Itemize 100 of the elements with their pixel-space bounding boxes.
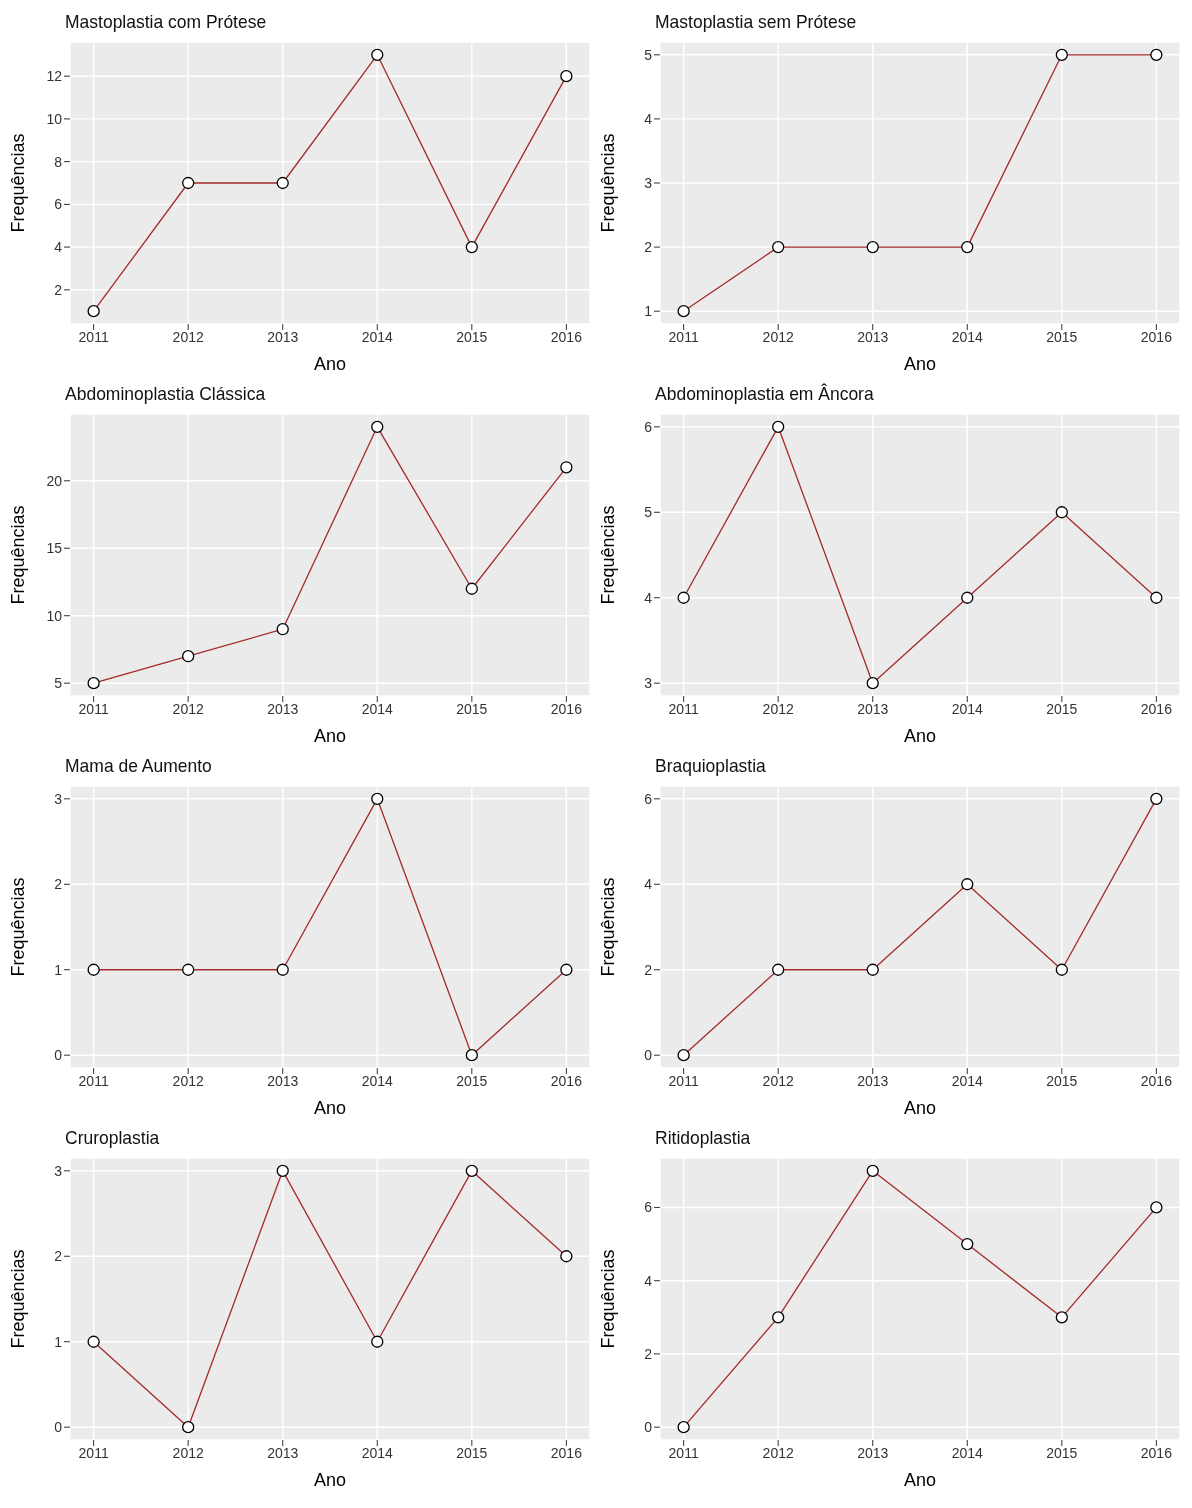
x-tick-label: 2015: [1046, 1444, 1078, 1461]
y-tick-label: 0: [54, 1047, 63, 1064]
x-tick-label: 2015: [456, 1444, 488, 1461]
x-axis-title: Ano: [903, 1470, 937, 1490]
x-tick-label: 2013: [267, 700, 299, 717]
x-tick-label: 2016: [550, 700, 583, 717]
chart-title: Ritidoplastia: [654, 1126, 752, 1150]
y-tick-label: 3: [54, 1162, 63, 1179]
y-tick-label: 2: [54, 876, 63, 893]
chart-title: Abdominoplastia Clássica: [64, 382, 267, 406]
y-axis-title: Frequências: [8, 877, 29, 977]
y-axis-title: Frequências: [598, 877, 619, 977]
x-tick-label: 2016: [550, 1072, 583, 1089]
y-axis-title: Frequências: [8, 1249, 29, 1349]
x-tick-label: 2012: [172, 1072, 204, 1089]
y-tick-label: 6: [644, 790, 653, 807]
x-tick-label: 2011: [78, 1072, 109, 1089]
x-tick-label: 2013: [267, 1072, 299, 1089]
x-tick-label: 2013: [857, 328, 889, 345]
x-tick-label: 2016: [1140, 1072, 1173, 1089]
y-tick-label: 5: [644, 504, 653, 521]
y-tick-label: 1: [644, 303, 653, 320]
y-tick-label: 8: [54, 153, 63, 170]
y-tick-label: 0: [644, 1047, 653, 1064]
x-tick-label: 2011: [78, 1444, 109, 1461]
x-tick-label: 2013: [267, 328, 299, 345]
y-tick-label: 6: [644, 418, 653, 435]
x-tick-label: 2014: [951, 328, 984, 345]
x-axis-title: Ano: [903, 726, 937, 746]
x-tick-label: 2012: [172, 700, 204, 717]
x-tick-label: 2011: [78, 700, 109, 717]
x-axis-title: Ano: [903, 1098, 937, 1118]
x-tick-label: 2016: [1140, 700, 1173, 717]
x-tick-label: 2016: [550, 1444, 583, 1461]
x-tick-label: 2014: [951, 1072, 984, 1089]
y-tick-label: 5: [54, 675, 63, 692]
chart-title: Braquioplastia: [654, 754, 767, 778]
y-tick-label: 0: [644, 1419, 653, 1436]
y-axis-title: Frequências: [8, 133, 29, 233]
y-tick-label: 0: [54, 1419, 63, 1436]
x-tick-label: 2015: [456, 328, 488, 345]
y-tick-label: 10: [46, 110, 63, 127]
y-tick-label: 1: [54, 1333, 63, 1350]
x-tick-label: 2011: [668, 700, 699, 717]
x-tick-label: 2011: [78, 328, 109, 345]
x-axis-title: Ano: [313, 726, 347, 746]
y-tick-label: 2: [644, 239, 653, 256]
y-tick-label: 3: [54, 790, 63, 807]
y-tick-label: 12: [46, 68, 63, 85]
x-tick-label: 2013: [857, 1072, 889, 1089]
x-tick-label: 2012: [762, 1072, 794, 1089]
y-axis-title: Frequências: [8, 505, 29, 605]
x-tick-label: 2011: [668, 1072, 699, 1089]
y-axis-title: Frequências: [598, 505, 619, 605]
x-tick-label: 2014: [951, 700, 984, 717]
x-tick-label: 2015: [1046, 1072, 1078, 1089]
y-tick-label: 20: [46, 472, 63, 489]
y-tick-label: 6: [644, 1199, 653, 1216]
y-tick-label: 4: [644, 876, 653, 893]
y-tick-label: 4: [54, 239, 63, 256]
y-tick-label: 2: [54, 1248, 63, 1265]
y-tick-label: 15: [46, 540, 63, 557]
y-axis-title: Frequências: [598, 1249, 619, 1349]
x-axis-title: Ano: [903, 354, 937, 374]
y-tick-label: 2: [644, 1345, 653, 1362]
y-tick-label: 4: [644, 1272, 653, 1289]
chart-title: Abdominoplastia em Âncora: [654, 382, 875, 406]
chart-title: Mastoplastia com Prótese: [64, 10, 268, 34]
y-tick-label: 4: [644, 589, 653, 606]
x-tick-label: 2011: [668, 1444, 699, 1461]
x-tick-label: 2013: [267, 1444, 299, 1461]
y-tick-label: 5: [644, 46, 653, 63]
y-tick-label: 10: [46, 607, 63, 624]
y-axis-title: Frequências: [598, 133, 619, 233]
x-tick-label: 2012: [762, 1444, 794, 1461]
x-axis-title: Ano: [313, 1470, 347, 1490]
x-tick-label: 2013: [857, 1444, 889, 1461]
x-tick-label: 2014: [951, 1444, 984, 1461]
x-tick-label: 2014: [361, 1444, 394, 1461]
y-tick-label: 4: [644, 110, 653, 127]
x-tick-label: 2015: [456, 700, 488, 717]
y-tick-label: 1: [54, 961, 63, 978]
x-tick-label: 2016: [550, 328, 583, 345]
x-tick-label: 2012: [762, 700, 794, 717]
x-tick-label: 2013: [857, 700, 889, 717]
x-axis-title: Ano: [313, 354, 347, 374]
x-axis-title: Ano: [313, 1098, 347, 1118]
x-tick-label: 2015: [1046, 700, 1078, 717]
x-tick-label: 2012: [172, 328, 204, 345]
x-tick-label: 2016: [1140, 1444, 1173, 1461]
chart-title: Mama de Aumento: [64, 754, 213, 778]
x-tick-label: 2015: [456, 1072, 488, 1089]
x-tick-label: 2014: [361, 700, 394, 717]
y-tick-label: 6: [54, 196, 63, 213]
x-tick-label: 2015: [1046, 328, 1078, 345]
y-tick-label: 3: [644, 174, 653, 191]
x-tick-label: 2014: [361, 1072, 394, 1089]
chart-title: Mastoplastia sem Prótese: [654, 10, 858, 34]
x-tick-label: 2014: [361, 328, 394, 345]
x-tick-label: 2016: [1140, 328, 1173, 345]
